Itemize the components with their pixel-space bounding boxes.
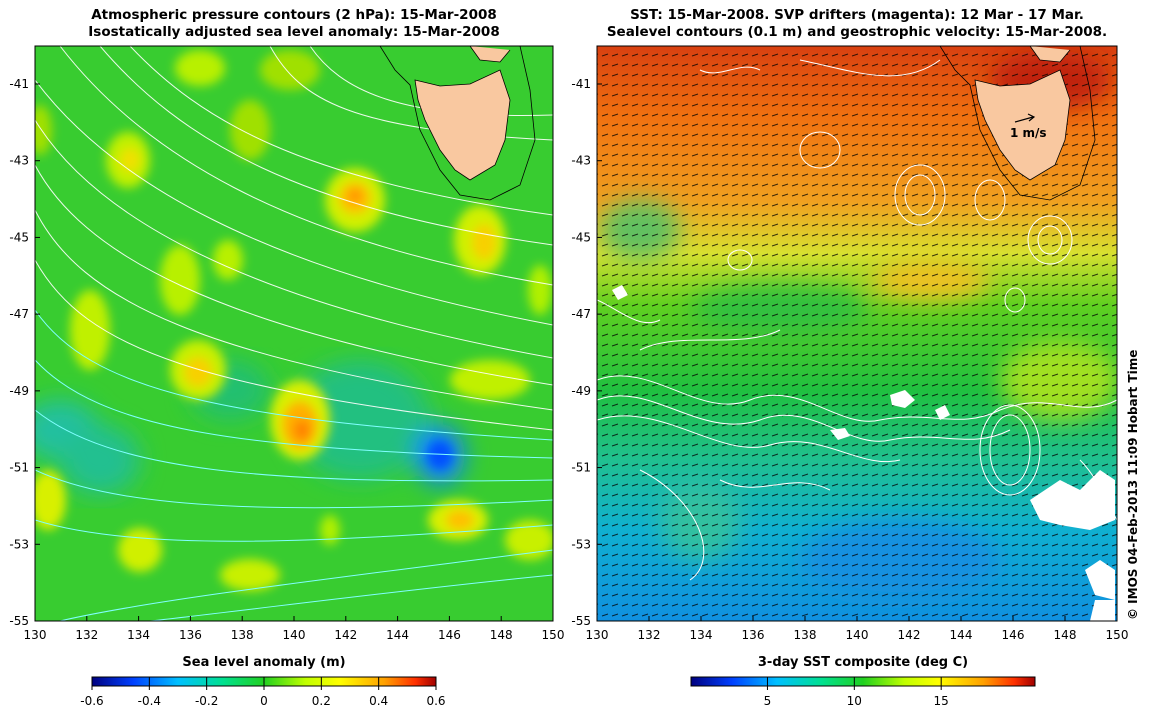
y-tick-label: -41 [9,77,29,91]
x-tick-label: 146 [438,628,461,642]
velocity-scale-label: 1 m/s [1010,126,1047,140]
x-tick-label: 130 [24,628,47,642]
sst-map [597,46,1117,621]
x-tick-label: 136 [742,628,765,642]
imos-credit: © IMOS 04-Feb-2013 11:09 Hobart Time [1126,349,1140,620]
x-tick-label: 138 [231,628,254,642]
right-title-line1: SST: 15-Mar-2008. SVP drifters (magenta)… [630,7,1084,23]
sea-level-colorbar-ticks: -0.6 -0.4 -0.2 0 0.2 0.4 0.6 [80,677,446,708]
colorbar-tick-label: 0 [260,694,268,708]
tasmania-land-right [974,69,1071,181]
cloud-masks [612,285,1115,621]
left-y-axis: -41 -43 -45 -47 -49 -51 -53 -55 [9,77,40,628]
y-tick-label: -55 [571,614,591,628]
sst-colorbar-ticks: 5 10 15 [764,677,949,708]
y-tick-label: -49 [9,384,29,398]
left-map-title: Atmospheric pressure contours (2 hPa): 1… [35,7,553,41]
y-tick-label: -47 [571,307,591,321]
x-tick-label: 136 [179,628,202,642]
shelf-contour [379,46,536,201]
sea-level-anomaly-map [35,46,553,621]
y-tick-label: -43 [571,154,591,168]
y-tick-label: -53 [9,537,29,551]
left-title-line2: Isostatically adjusted sea level anomaly… [88,24,500,40]
x-tick-label: 148 [1054,628,1077,642]
y-tick-label: -45 [9,230,29,244]
y-tick-label: -53 [571,537,591,551]
x-tick-label: 134 [127,628,150,642]
x-tick-label: 132 [638,628,661,642]
y-tick-label: -43 [9,154,29,168]
x-tick-label: 146 [1002,628,1025,642]
sst-colorbar-title: 3-day SST composite (deg C) [757,655,969,670]
x-tick-label: 142 [334,628,357,642]
sst-colorbar [690,676,1036,687]
tasmania-land [414,69,511,181]
colorbar-tick-label: 0.2 [312,694,331,708]
colorbar-tick-label: 5 [764,694,772,708]
y-tick-label: -41 [571,77,591,91]
right-x-axis: 130 132 134 136 138 140 142 144 146 148 150 [586,616,1129,642]
colorbar-tick-label: -0.2 [195,694,218,708]
y-tick-label: -51 [571,461,591,475]
right-title-line2: Sealevel contours (0.1 m) and geostrophi… [606,24,1108,40]
y-tick-label: -51 [9,461,29,475]
x-tick-label: 132 [75,628,98,642]
colorbar-tick-label: 0.4 [369,694,388,708]
y-tick-label: -47 [9,307,29,321]
x-tick-label: 140 [846,628,869,642]
x-tick-label: 144 [950,628,973,642]
right-y-axis: -41 -43 -45 -47 -49 -51 -53 -55 [571,77,602,628]
left-title-line1: Atmospheric pressure contours (2 hPa): 1… [91,7,497,23]
left-x-axis: 130 132 134 136 138 140 142 144 146 148 150 [24,616,565,642]
x-tick-label: 150 [1106,628,1129,642]
colorbar-tick-label: 15 [934,694,949,708]
x-tick-label: 140 [283,628,306,642]
colorbar-tick-label: -0.4 [138,694,161,708]
x-tick-label: 150 [542,628,565,642]
x-tick-label: 134 [690,628,713,642]
x-tick-label: 144 [386,628,409,642]
x-tick-label: 138 [794,628,817,642]
x-tick-label: 142 [898,628,921,642]
pressure-contours-cyan [35,309,553,621]
y-tick-label: -45 [571,230,591,244]
y-tick-label: -55 [9,614,29,628]
sea-level-colorbar-title: Sea level anomaly (m) [182,655,346,670]
colorbar-tick-label: -0.6 [80,694,103,708]
x-tick-label: 148 [490,628,513,642]
right-map-title: SST: 15-Mar-2008. SVP drifters (magenta)… [597,7,1117,41]
colorbar-tick-label: 0.6 [426,694,445,708]
colorbar-tick-label: 10 [847,694,862,708]
y-tick-label: -49 [571,384,591,398]
x-tick-label: 130 [586,628,609,642]
velocity-scale-arrow [1014,116,1034,123]
